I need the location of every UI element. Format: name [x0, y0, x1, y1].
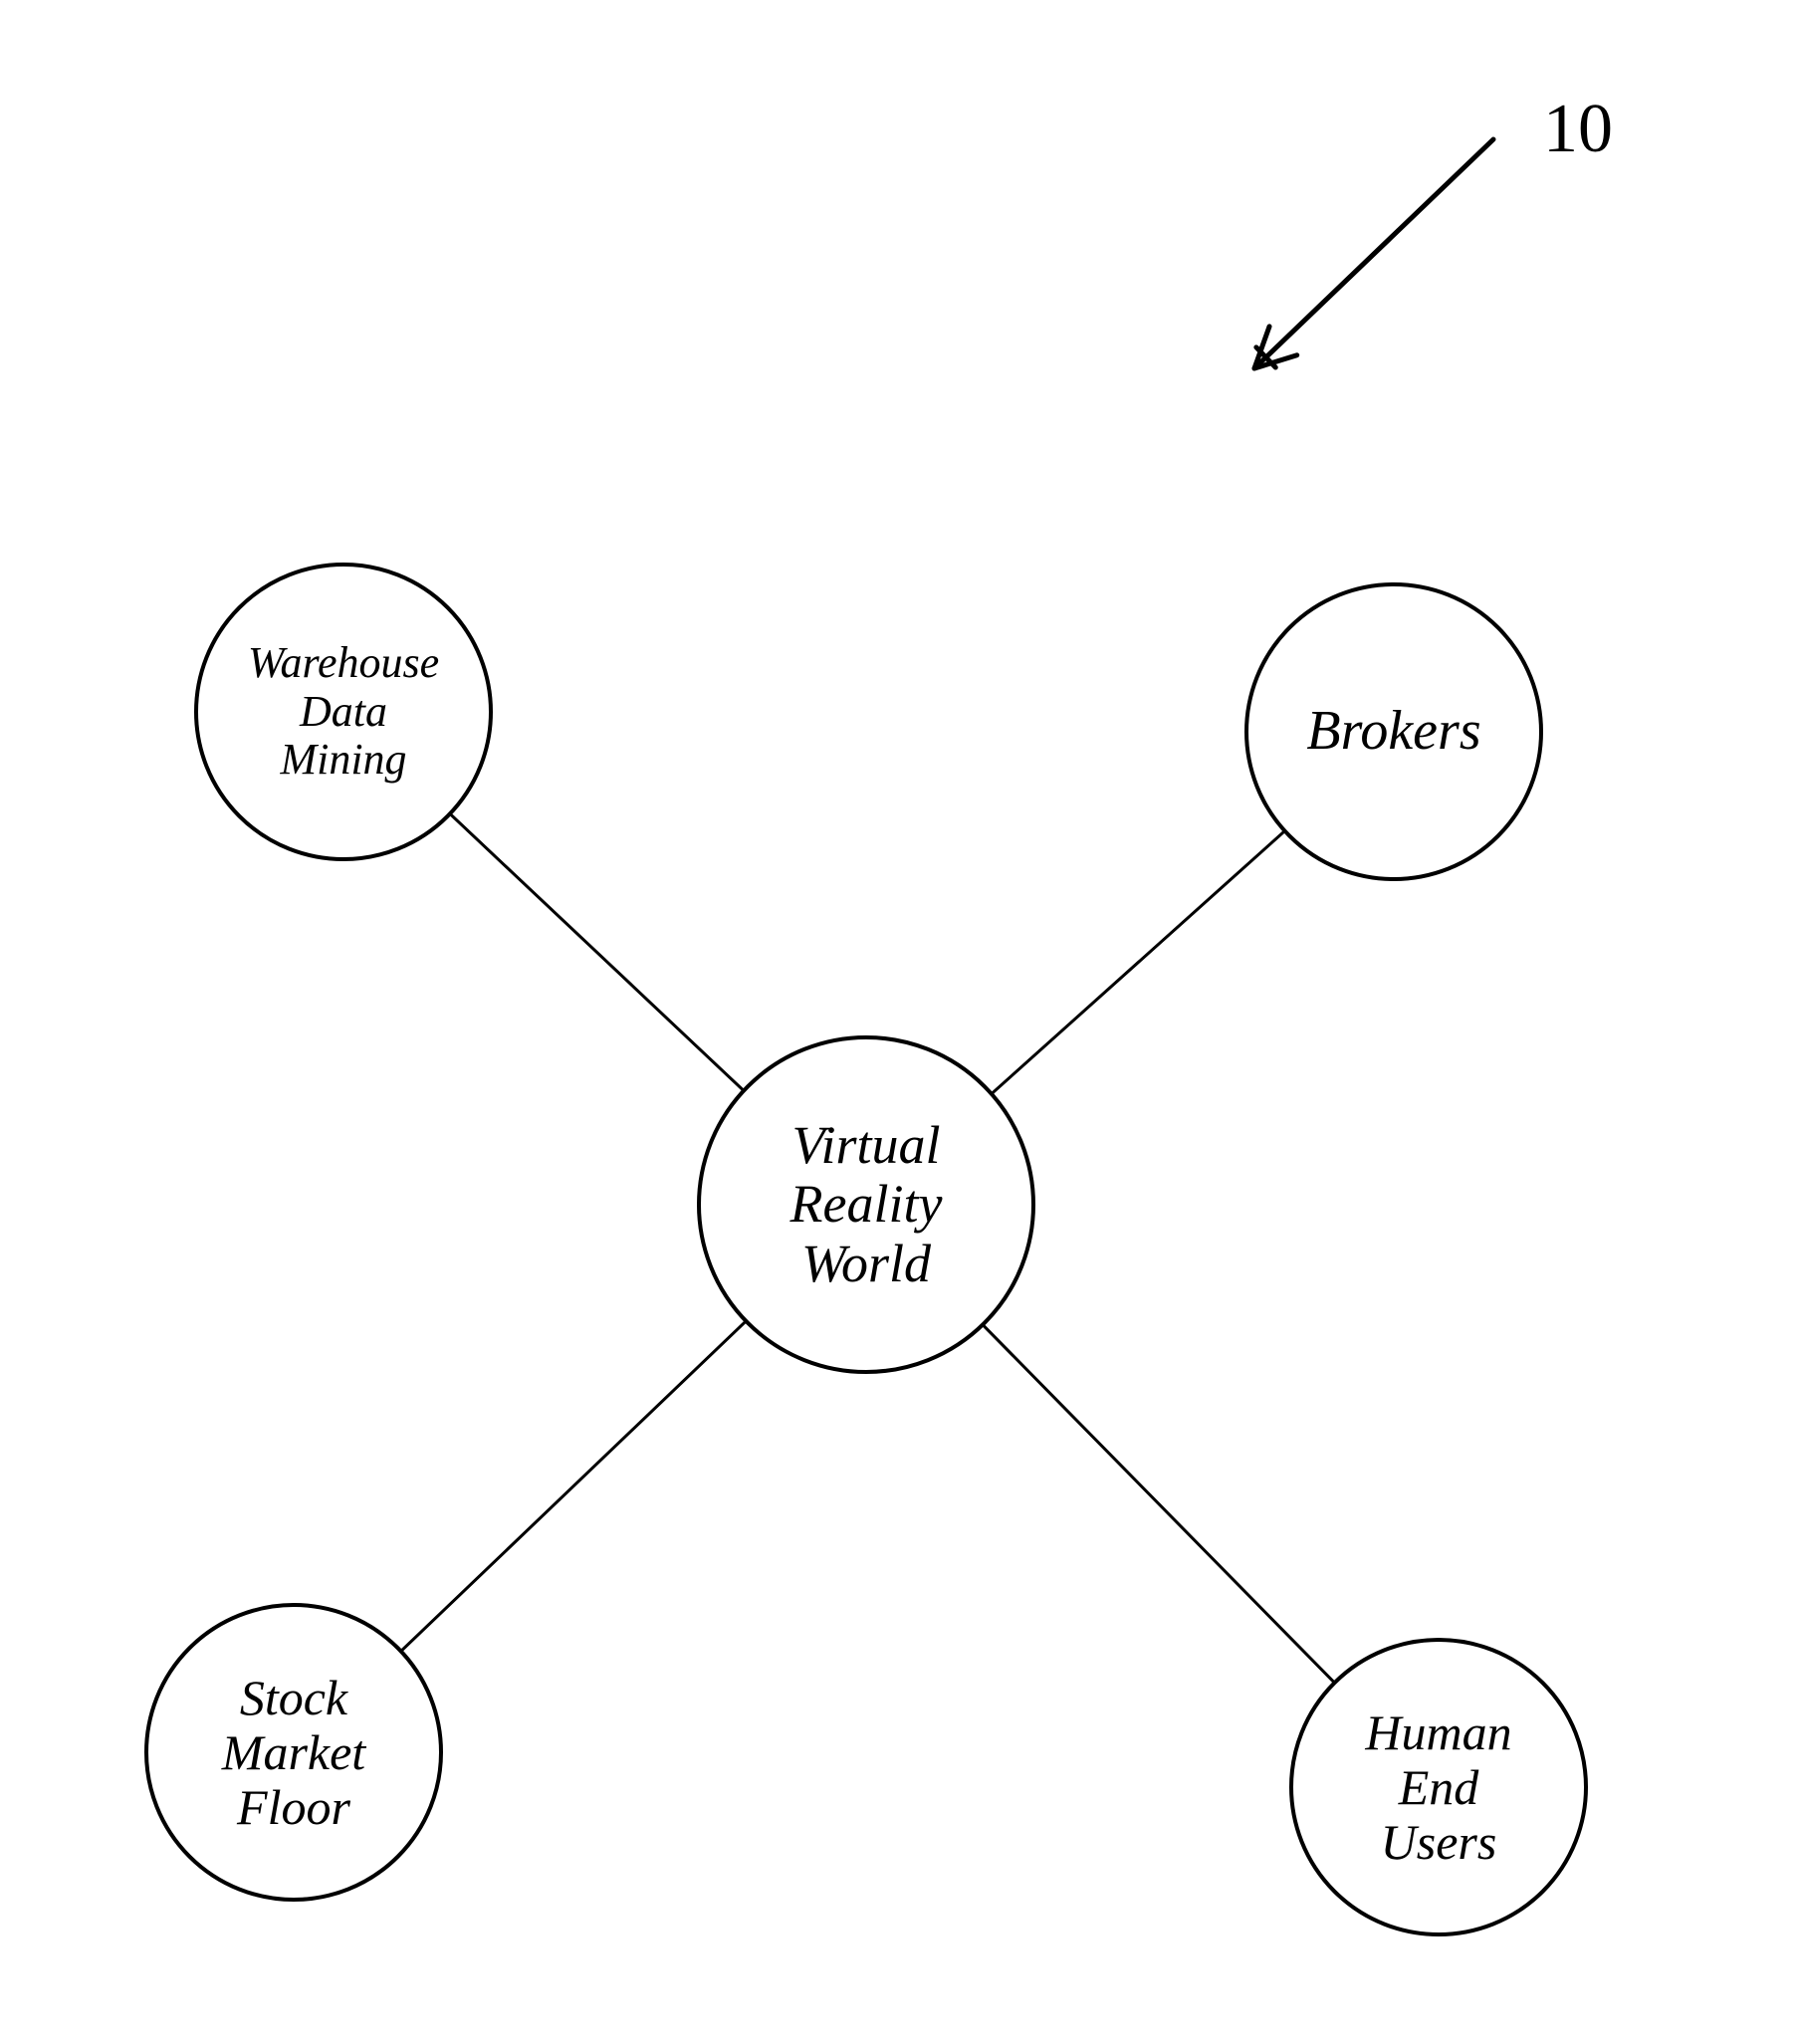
- node-label-stock: Stock Market Floor: [222, 1671, 365, 1835]
- node-users: Human End Users: [1289, 1638, 1588, 1936]
- node-label-center: Virtual Reality World: [790, 1116, 943, 1293]
- reference-arrow: [1215, 100, 1533, 408]
- network-diagram: 10 Virtual Reality World Warehouse Data M…: [0, 0, 1800, 2044]
- node-label-users: Human End Users: [1365, 1705, 1511, 1870]
- reference-label: 10: [1543, 90, 1613, 169]
- node-center: Virtual Reality World: [697, 1035, 1035, 1374]
- node-stock: Stock Market Floor: [144, 1603, 443, 1902]
- node-brokers: Brokers: [1244, 582, 1543, 881]
- node-label-brokers: Brokers: [1306, 701, 1480, 763]
- node-label-warehouse: Warehouse Data Mining: [248, 639, 439, 784]
- reference-number: 10: [1543, 91, 1613, 167]
- node-warehouse: Warehouse Data Mining: [194, 563, 493, 861]
